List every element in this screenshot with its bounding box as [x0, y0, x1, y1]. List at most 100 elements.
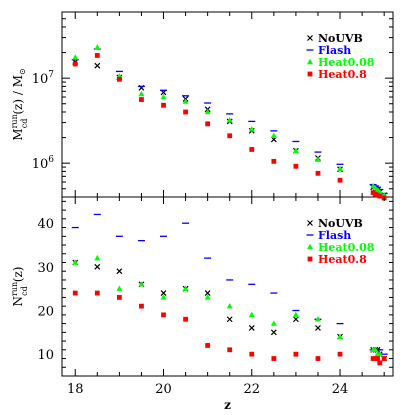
bottom-y-tick-label: 20 — [37, 305, 54, 320]
bottom-point-heat0-8 — [161, 312, 166, 318]
top-point-heat0-8 — [249, 147, 255, 152]
top-point-heat0-8 — [227, 133, 233, 139]
bottom-point-nouvb — [94, 263, 101, 270]
top-point-nouvb-stroke — [94, 62, 101, 69]
bottom-point-nouvb — [116, 268, 123, 275]
bottom-point-nouvb-stroke — [116, 268, 123, 275]
top-legend-marker-heat0-8 — [307, 71, 313, 77]
top-y-tick-label: 107 — [32, 70, 55, 87]
bottom-point-nouvb-stroke — [204, 290, 211, 296]
bottom-point-heat0-8 — [139, 303, 144, 309]
bottom-point-heat0-08 — [94, 254, 101, 261]
x-tick-label: 20 — [155, 382, 172, 397]
bottom-point-heat0-8 — [337, 351, 343, 357]
bottom-point-heat0-08 — [226, 302, 233, 309]
bottom-point-nouvb-stroke — [160, 290, 167, 296]
bottom-point-nouvb — [270, 329, 277, 336]
bottom-point-heat0-08 — [314, 316, 321, 322]
top-point-heat0-08 — [292, 147, 299, 153]
plot-frame — [61, 11, 394, 377]
bottom-point-nouvb — [292, 316, 299, 323]
bottom-point-heat0-8 — [293, 351, 299, 357]
bottom-y-tick-label: 30 — [37, 261, 54, 276]
bottom-legend-marker-nouvb-stroke — [307, 220, 313, 226]
bottom-point-heat0-08 — [248, 311, 255, 318]
bottom-legend-label-heat0-08: Heat0.08 — [318, 241, 375, 254]
bottom-point-nouvb-stroke — [94, 263, 101, 270]
x-tick-label: 18 — [67, 382, 84, 397]
bottom-point-nouvb-stroke — [248, 325, 255, 331]
bottom-point-heat0-8 — [377, 360, 383, 366]
x-axis-label: z — [224, 398, 231, 412]
bottom-point-heat0-8 — [227, 347, 233, 353]
top-point-heat0-8 — [315, 170, 321, 176]
bottom-legend-label-flash: Flash — [318, 229, 351, 242]
bottom-point-heat0-8 — [116, 295, 122, 300]
top-point-heat0-8 — [139, 97, 144, 102]
top-point-heat0-8 — [72, 61, 78, 67]
bottom-point-nouvb — [204, 290, 211, 296]
top-point-heat0-08 — [72, 54, 79, 60]
top-y-axis-label: Mruncd(z) / M⊙ — [10, 68, 29, 140]
top-point-heat0-8 — [293, 163, 299, 169]
x-tick-label: 24 — [332, 382, 349, 397]
bottom-y-tick-label: 10 — [37, 348, 54, 363]
bottom-point-nouvb — [315, 325, 321, 331]
bottom-point-nouvb — [160, 290, 167, 296]
top-point-heat0-8 — [205, 121, 211, 127]
top-point-heat0-08 — [314, 156, 321, 162]
top-point-heat0-08 — [226, 117, 233, 123]
bottom-point-heat0-08 — [160, 294, 167, 300]
top-point-heat0-8 — [161, 102, 166, 108]
top-point-heat0-8 — [337, 177, 343, 183]
bottom-point-heat0-8 — [72, 290, 78, 296]
top-legend-marker-nouvb-stroke — [307, 35, 313, 41]
bottom-y-axis-label: Nruncd(z) — [10, 267, 29, 307]
bottom-point-nouvb-stroke — [226, 316, 233, 323]
top-point-heat0-08 — [94, 44, 101, 50]
top-point-heat0-8 — [116, 76, 122, 82]
bottom-point-heat0-08 — [204, 294, 211, 300]
bottom-point-heat0-08 — [292, 311, 299, 318]
x-tick-label: 22 — [243, 382, 260, 397]
top-point-heat0-08 — [248, 126, 255, 132]
top-point-heat0-8 — [183, 109, 188, 115]
top-point-heat0-08 — [182, 98, 189, 104]
bottom-point-heat0-8 — [205, 343, 211, 348]
top-point-heat0-08 — [337, 165, 344, 171]
bottom-point-nouvb-stroke — [315, 325, 321, 331]
bottom-point-nouvb — [248, 325, 255, 331]
bottom-point-heat0-08 — [376, 350, 383, 357]
bottom-point-heat0-8 — [249, 351, 255, 357]
bottom-point-heat0-8 — [375, 356, 380, 361]
bottom-point-heat0-08 — [116, 285, 123, 291]
bottom-y-tick-label: 40 — [37, 217, 54, 232]
top-legend-label-flash: Flash — [318, 44, 351, 57]
bottom-point-heat0-8 — [183, 316, 188, 322]
top-point-heat0-08 — [270, 132, 277, 138]
bottom-legend-label-heat0-8: Heat0.8 — [318, 253, 367, 266]
bottom-point-nouvb-stroke — [292, 316, 299, 323]
bottom-point-nouvb-stroke — [270, 329, 277, 336]
bottom-point-heat0-8 — [94, 290, 100, 296]
bottom-point-heat0-08 — [337, 333, 344, 339]
bottom-legend-marker-nouvb — [307, 220, 313, 226]
bottom-point-heat0-8 — [315, 356, 321, 361]
bottom-point-heat0-8 — [271, 356, 277, 361]
top-point-heat0-08 — [138, 90, 145, 97]
bottom-point-heat0-08 — [372, 346, 379, 353]
top-point-heat0-8 — [94, 53, 100, 58]
bottom-point-heat0-08 — [270, 320, 277, 326]
bottom-point-heat0-08 — [182, 285, 189, 291]
bottom-legend-marker-heat0-08 — [307, 243, 313, 250]
top-point-heat0-08 — [204, 108, 211, 115]
bottom-point-heat0-08 — [72, 259, 79, 265]
bottom-y-axis-label-text: Nruncd(z) — [10, 267, 29, 307]
bottom-point-heat0-8 — [381, 356, 387, 361]
top-legend-marker-nouvb — [307, 35, 313, 41]
top-legend-label-heat0-8: Heat0.8 — [318, 68, 367, 81]
bottom-legend-label-nouvb: NoUVB — [318, 217, 363, 230]
top-y-tick-label: 106 — [32, 155, 55, 172]
top-point-heat0-8 — [271, 158, 277, 164]
